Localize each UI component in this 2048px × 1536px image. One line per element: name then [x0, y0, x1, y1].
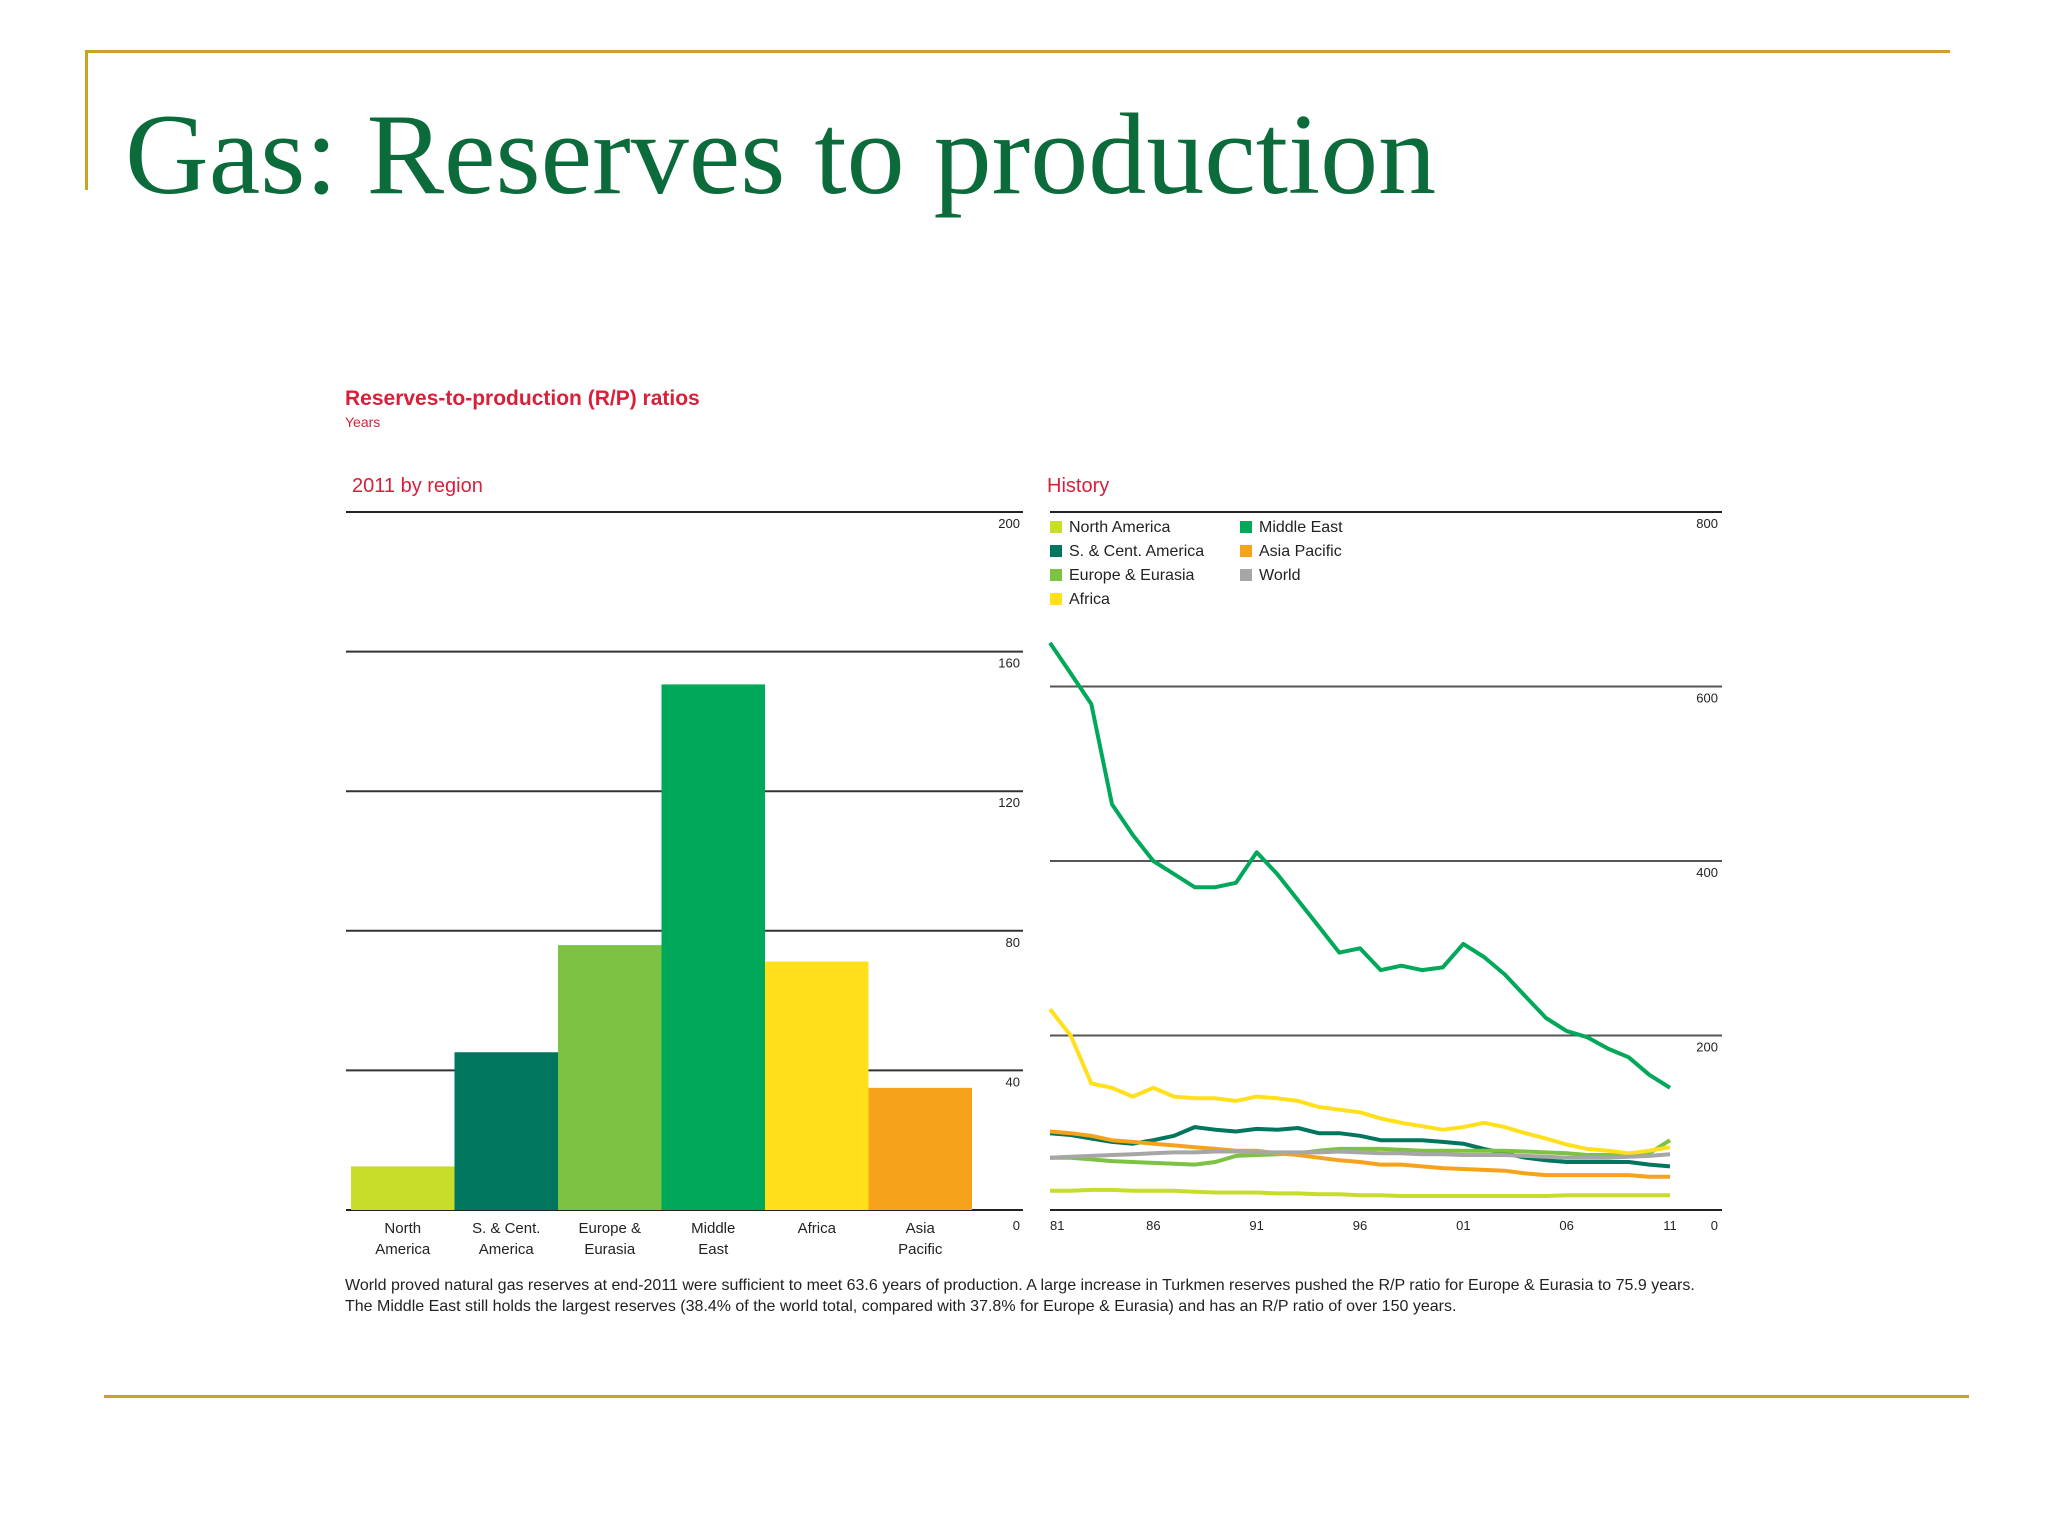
- bar-y-tick-label: 0: [1013, 1218, 1020, 1233]
- bar-y-tick-label: 80: [1006, 935, 1020, 950]
- line-series: [1048, 641, 1672, 1090]
- bar: [661, 684, 765, 1210]
- bar-y-tick-label: 120: [998, 795, 1020, 810]
- bar-y-tick-label: 200: [998, 516, 1020, 531]
- bar-chart-subtitle: 2011 by region: [352, 475, 483, 497]
- frame-left-rule: [85, 50, 88, 190]
- line-x-tick-label: 86: [1146, 1218, 1160, 1233]
- legend-label: Europe & Eurasia: [1069, 567, 1195, 584]
- legend-label: Middle East: [1259, 519, 1343, 536]
- line-series: [1049, 1125, 1671, 1169]
- bar: [351, 1166, 455, 1210]
- bar-category-label: East: [698, 1241, 729, 1258]
- legend-swatch: [1050, 545, 1062, 557]
- bar: [765, 961, 869, 1210]
- frame-bottom-rule: [104, 1395, 1969, 1398]
- bar: [868, 1087, 972, 1210]
- bar-category-label: Africa: [798, 1220, 837, 1237]
- bar-category-label: Asia: [906, 1220, 936, 1237]
- line-series: [1049, 1129, 1670, 1179]
- line-x-tick-label: 96: [1353, 1218, 1367, 1233]
- bar-category-label: Pacific: [898, 1241, 943, 1258]
- bar-category-label: S. & Cent.: [472, 1220, 540, 1237]
- line-y-tick-label: 200: [1696, 1040, 1718, 1055]
- line-series: [1050, 1187, 1670, 1198]
- bar-category-label: North: [384, 1220, 421, 1237]
- legend-swatch: [1050, 569, 1062, 581]
- frame-top-rule: [85, 50, 1950, 53]
- slide-title: Gas: Reserves to production: [125, 91, 1437, 219]
- bar-y-tick-label: 40: [1006, 1074, 1020, 1089]
- line-x-tick-label: 81: [1050, 1218, 1064, 1233]
- bar-category-label: Eurasia: [584, 1241, 636, 1258]
- line-x-tick-label: 06: [1559, 1218, 1573, 1233]
- line-series: [1048, 1008, 1671, 1156]
- line-series: [1050, 1138, 1672, 1167]
- bar-category-label: Europe &: [578, 1220, 641, 1237]
- legend-label: S. & Cent. America: [1069, 543, 1204, 560]
- legend-label: Asia Pacific: [1259, 543, 1342, 560]
- line-y-tick-label: 0: [1711, 1218, 1718, 1233]
- line-x-tick-label: 11: [1663, 1218, 1677, 1233]
- figure-title: Reserves-to-production (R/P) ratios: [345, 387, 700, 410]
- bar-category-label: America: [479, 1241, 535, 1258]
- legend-swatch: [1050, 593, 1062, 605]
- legend-swatch: [1050, 521, 1062, 533]
- legend-label: North America: [1069, 519, 1170, 536]
- line-x-tick-label: 01: [1456, 1218, 1470, 1233]
- figure-units: Years: [345, 414, 381, 430]
- line-chart-subtitle: History: [1047, 475, 1110, 497]
- line-y-tick-label: 800: [1696, 516, 1718, 531]
- line-y-tick-label: 400: [1696, 865, 1718, 880]
- line-y-tick-label: 600: [1696, 691, 1718, 706]
- bar: [454, 1052, 558, 1210]
- legend-swatch: [1240, 569, 1252, 581]
- line-series: [1049, 1149, 1671, 1160]
- legend-label: Africa: [1069, 591, 1110, 608]
- legend-swatch: [1240, 545, 1252, 557]
- bar-category-label: Middle: [691, 1220, 735, 1237]
- legend-swatch: [1240, 521, 1252, 533]
- line-x-tick-label: 91: [1249, 1218, 1263, 1233]
- legend-label: World: [1259, 567, 1301, 584]
- bar-category-label: America: [375, 1241, 431, 1258]
- bar: [558, 945, 662, 1210]
- bar-y-tick-label: 160: [998, 656, 1020, 671]
- figure-caption: World proved natural gas reserves at end…: [345, 1277, 1695, 1315]
